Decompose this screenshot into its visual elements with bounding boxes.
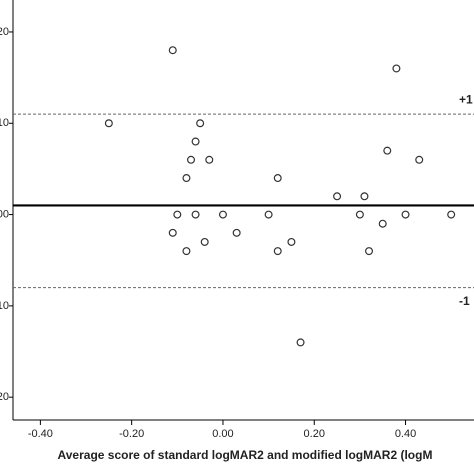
point xyxy=(218,210,227,219)
point xyxy=(447,210,456,219)
x-tick-label: 0.20 xyxy=(304,428,325,440)
point xyxy=(378,219,387,228)
point xyxy=(355,210,364,219)
point xyxy=(360,192,369,201)
point xyxy=(287,237,296,246)
x-tick-label: 0.40 xyxy=(395,428,416,440)
point xyxy=(182,247,191,256)
point xyxy=(383,146,392,155)
point xyxy=(273,247,282,256)
point xyxy=(173,210,182,219)
x-tick-label: -0.40 xyxy=(28,428,53,440)
point xyxy=(333,192,342,201)
reference-label: +1 xyxy=(459,92,473,106)
point xyxy=(296,338,305,347)
point xyxy=(187,155,196,164)
point xyxy=(264,210,273,219)
reference-label: -1 xyxy=(459,294,470,308)
point xyxy=(191,210,200,219)
point xyxy=(273,174,282,183)
point xyxy=(365,247,374,256)
point xyxy=(168,46,177,55)
x-tick-label: -0.20 xyxy=(119,428,144,440)
point xyxy=(168,228,177,237)
y-tick-label: -0.20 xyxy=(0,391,9,403)
y-tick-label: 0.00 xyxy=(0,208,9,220)
y-tick-label: 0.10 xyxy=(0,117,9,129)
point xyxy=(182,174,191,183)
point xyxy=(232,228,241,237)
y-tick-label: -0.10 xyxy=(0,300,9,312)
point xyxy=(196,119,205,128)
point xyxy=(191,137,200,146)
x-tick-label: 0.00 xyxy=(212,428,233,440)
point xyxy=(401,210,410,219)
point xyxy=(205,155,214,164)
point xyxy=(200,237,209,246)
point xyxy=(104,119,113,128)
x-axis-title: Average score of standard logMAR2 and mo… xyxy=(58,448,433,462)
y-tick-label: 0.20 xyxy=(0,26,9,38)
point xyxy=(415,155,424,164)
point xyxy=(392,64,401,73)
